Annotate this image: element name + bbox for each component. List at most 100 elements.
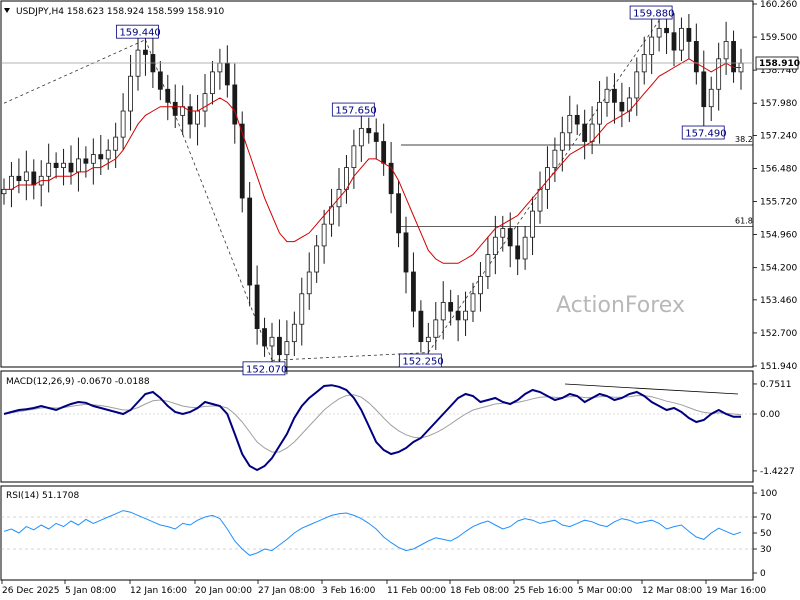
trend-line <box>145 39 273 361</box>
price-tick-label: 155.720 <box>760 198 797 208</box>
rsi-header: RSI(14) 51.1708 <box>6 491 79 501</box>
rsi-tick-label: 70 <box>760 513 772 523</box>
candle-body <box>61 162 66 168</box>
price-tick-label: 153.460 <box>760 296 797 306</box>
candle-body <box>299 293 305 325</box>
candle-body <box>716 58 722 90</box>
macd-divergence-line <box>564 383 739 395</box>
candle-body <box>485 254 491 277</box>
candle-body <box>470 293 476 312</box>
candle-body <box>165 88 171 103</box>
candle-body <box>98 154 104 160</box>
macd-tick-label: 0.00 <box>760 410 780 420</box>
candle-body <box>373 132 379 142</box>
rsi-panel-frame <box>0 485 754 581</box>
price-tick-label: 159.500 <box>760 33 797 43</box>
candle-body <box>46 162 52 177</box>
candle-body <box>582 123 588 142</box>
candle-body <box>723 41 729 60</box>
candle-body <box>686 27 692 42</box>
candle-body <box>269 336 275 347</box>
time-tick-label: 12 Jan 16:00 <box>130 586 187 596</box>
time-tick-label: 20 Jan 00:00 <box>195 586 252 596</box>
candle-body <box>388 162 394 195</box>
candle-body <box>113 136 119 151</box>
candle-body <box>418 310 424 343</box>
price-tick-label: 156.480 <box>760 164 797 174</box>
time-tick-label: 5 Jan 08:00 <box>65 586 117 596</box>
candle-body <box>262 328 267 347</box>
price-annotation-label: 159.880 <box>633 9 674 20</box>
main-price-axis: 160.260 159.500 158.740 157.980 157.240 156.4… <box>753 0 797 372</box>
candle-body <box>537 188 543 212</box>
candle-body <box>701 71 707 108</box>
candle-body <box>693 41 699 73</box>
candle-body <box>277 336 282 356</box>
candle-body <box>679 27 684 51</box>
candle-body <box>574 114 580 125</box>
candle-body <box>1 188 7 195</box>
candle-body <box>90 154 96 164</box>
price-annotation-box <box>398 353 442 368</box>
candle-body <box>597 101 602 125</box>
candle-body <box>9 175 14 190</box>
candle-body <box>351 145 357 168</box>
candle-body <box>440 302 446 321</box>
price-tick-label: 151.940 <box>760 362 797 372</box>
price-annotation-label: 152.250 <box>402 357 443 368</box>
trend-line <box>3 39 146 104</box>
candle-body <box>284 341 290 356</box>
candle-body <box>433 319 439 338</box>
candle-body <box>23 171 29 182</box>
candle-body <box>463 310 468 321</box>
candle-body <box>239 123 245 199</box>
price-annotation-label: 159.440 <box>119 28 160 39</box>
time-tick-label: 12 Mar 08:00 <box>642 586 702 596</box>
candle-body <box>664 27 669 34</box>
candle-body <box>567 114 573 134</box>
candle-body <box>619 101 625 112</box>
time-tick-label: 3 Feb 16:00 <box>322 586 376 596</box>
candle-body <box>381 141 387 164</box>
watermark-text: ActionForex <box>556 293 685 318</box>
candle-body <box>172 101 178 116</box>
candle-body <box>507 228 513 247</box>
price-annotation-label: 157.490 <box>685 129 726 140</box>
price-tick-label: 152.700 <box>760 329 797 339</box>
candle-body <box>31 171 37 186</box>
candle-body <box>649 36 655 55</box>
candle-body <box>157 71 163 90</box>
candle-body <box>515 245 521 260</box>
candle-body <box>358 128 364 147</box>
candle-body <box>425 336 431 343</box>
price-tick-label: 158.740 <box>760 66 797 76</box>
macd-header: MACD(12,26,9) -0.0670 -0.0188 <box>6 377 150 387</box>
candle-body <box>202 93 208 112</box>
candle-body <box>224 62 230 86</box>
macd-panel-frame <box>0 370 754 483</box>
candle-body <box>396 193 401 234</box>
current-price-label: 158.910 <box>759 59 800 69</box>
candle-body <box>120 110 126 138</box>
rsi-axis: 100 70 50 30 0 <box>753 489 777 579</box>
candle-body <box>448 302 454 312</box>
header-dropdown-arrow-icon[interactable] <box>4 8 10 13</box>
candle-body <box>76 158 81 173</box>
candle-body <box>53 162 59 168</box>
candle-body <box>522 236 528 260</box>
candle-body <box>634 71 640 99</box>
fib-level-label: 38.2 <box>735 135 753 144</box>
price-annotation-box <box>681 125 725 140</box>
candle-body <box>143 49 148 55</box>
candle-body <box>247 197 253 286</box>
rsi-line <box>3 510 742 556</box>
candle-body <box>291 323 297 343</box>
candle-body <box>254 284 260 329</box>
current-price-badge <box>755 56 799 70</box>
candle-body <box>105 149 111 160</box>
main-panel-frame <box>0 0 754 368</box>
price-annotation-box <box>116 24 159 39</box>
candle-body <box>708 88 714 108</box>
time-tick-label: 27 Jan 08:00 <box>258 586 315 596</box>
